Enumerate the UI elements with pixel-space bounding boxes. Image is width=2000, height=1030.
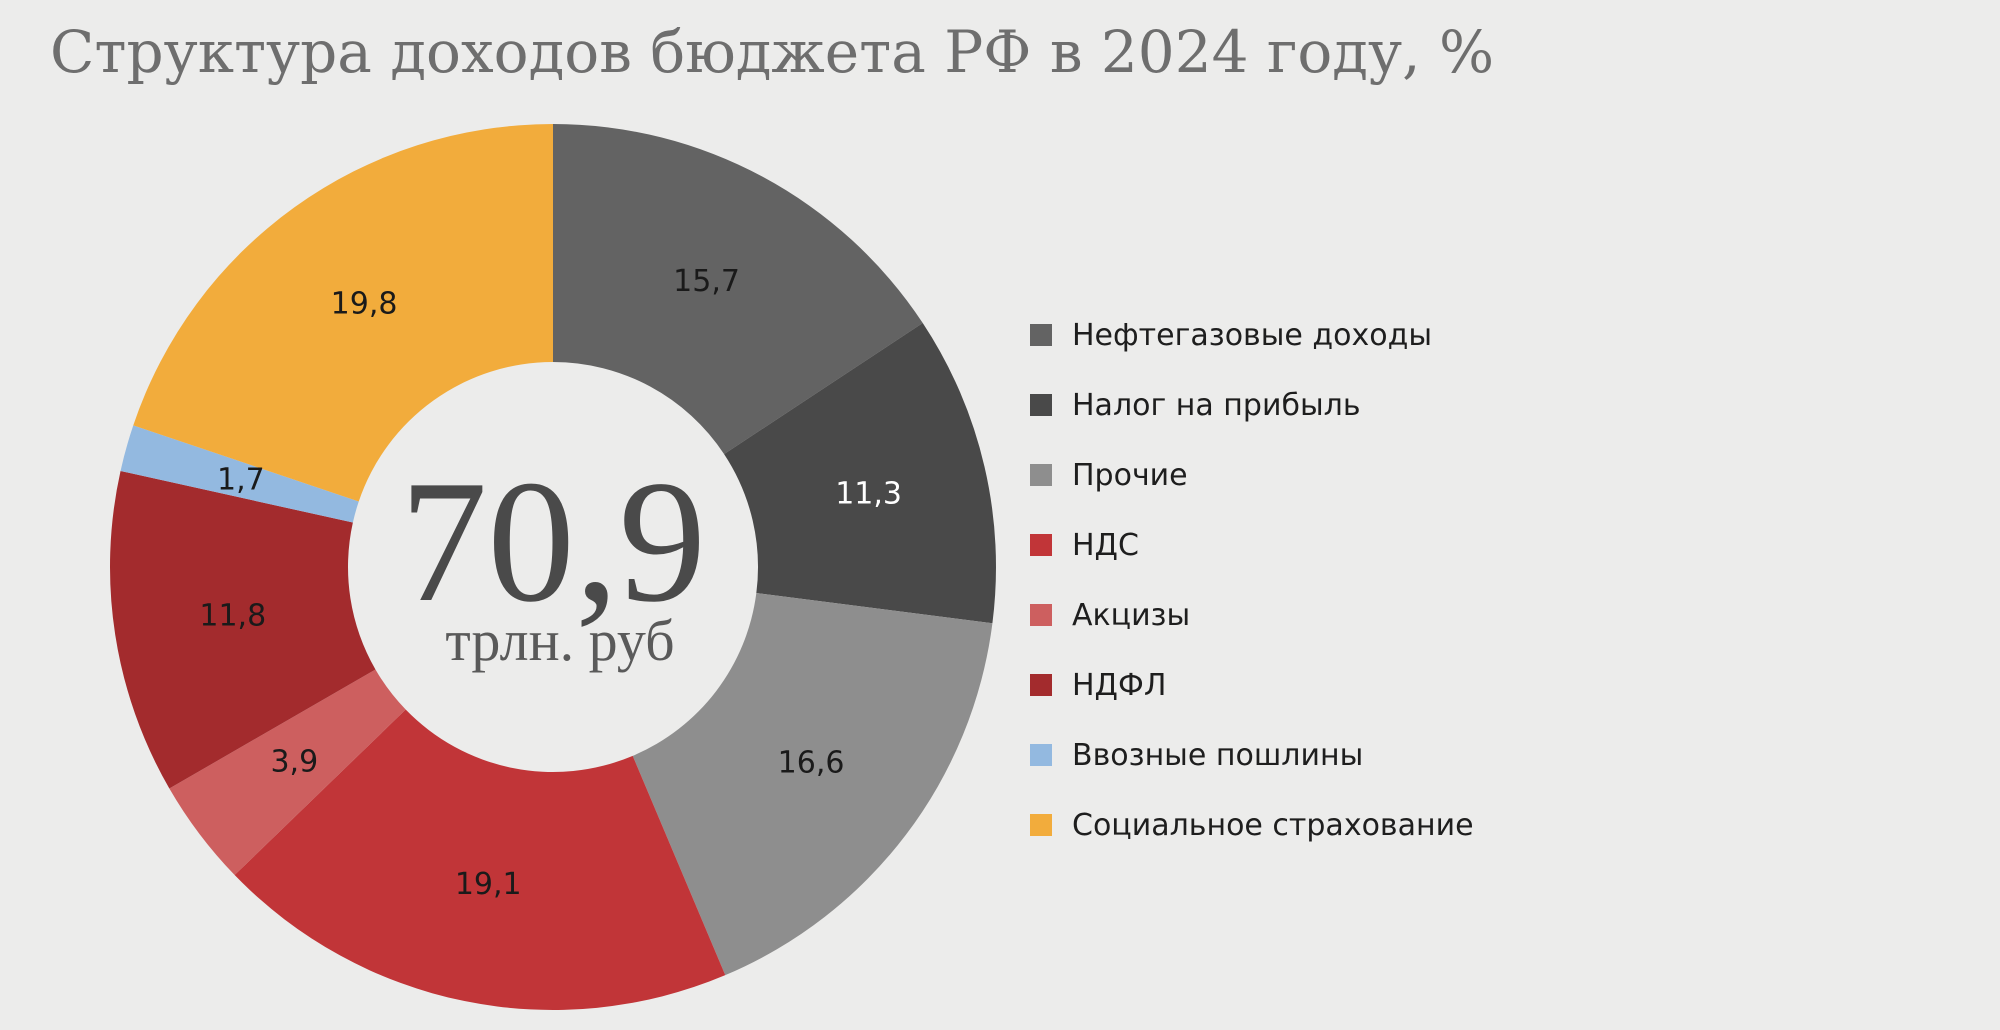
slice-label-6: 1,7 <box>217 462 265 497</box>
legend-swatch-1 <box>1030 394 1052 416</box>
legend-label-0: Нефтегазовые доходы <box>1072 317 1433 353</box>
legend-swatch-0 <box>1030 324 1052 346</box>
legend-swatch-6 <box>1030 744 1052 766</box>
legend-swatch-2 <box>1030 464 1052 486</box>
slice-6 <box>120 425 359 523</box>
legend-swatch-3 <box>1030 534 1052 556</box>
legend-label-7: Социальное страхование <box>1072 807 1474 843</box>
donut-slices <box>109 124 996 1010</box>
legend-label-1: Налог на прибыль <box>1072 387 1361 423</box>
slice-label-4: 3,9 <box>270 745 318 780</box>
legend-item-5: НДФЛ <box>1030 650 1474 720</box>
chart-legend: Нефтегазовые доходы Налог на прибыль Прочи… <box>1030 300 1474 860</box>
slice-label-1: 11,3 <box>835 476 902 511</box>
legend-label-2: Прочие <box>1072 457 1188 493</box>
legend-label-4: Акцизы <box>1072 597 1191 633</box>
legend-item-0: Нефтегазовые доходы <box>1030 300 1474 370</box>
slice-0 <box>553 124 923 455</box>
legend-label-6: Ввозные пошлины <box>1072 737 1364 773</box>
legend-item-1: Налог на прибыль <box>1030 370 1474 440</box>
legend-item-7: Социальное страхование <box>1030 790 1474 860</box>
legend-item-3: НДС <box>1030 510 1474 580</box>
slice-2 <box>632 593 993 976</box>
donut-slice-labels: 15,7 11,3 16,6 19,1 3,9 11,8 1,7 19,8 <box>199 264 902 902</box>
center-total-value: 70,9 <box>400 444 706 638</box>
legend-label-5: НДФЛ <box>1072 667 1167 703</box>
legend-label-3: НДС <box>1072 527 1139 563</box>
slice-4 <box>169 669 406 876</box>
donut-chart: 15,7 11,3 16,6 19,1 3,9 11,8 1,7 19,8 70,9 трлн… <box>109 124 996 1010</box>
slice-label-0: 15,7 <box>673 264 740 299</box>
slice-label-3: 19,1 <box>455 867 522 902</box>
legend-item-2: Прочие <box>1030 440 1474 510</box>
legend-swatch-7 <box>1030 814 1052 836</box>
slice-3 <box>234 709 726 1010</box>
legend-swatch-4 <box>1030 604 1052 626</box>
chart-title: Структура доходов бюджета РФ в 2024 году… <box>50 18 1495 86</box>
slice-1 <box>724 322 996 624</box>
slice-label-7: 19,8 <box>331 286 398 321</box>
legend-item-4: Акцизы <box>1030 580 1474 650</box>
slice-label-5: 11,8 <box>199 599 266 634</box>
slice-label-2: 16,6 <box>778 745 845 780</box>
slice-7 <box>133 124 553 502</box>
legend-item-6: Ввозные пошлины <box>1030 720 1474 790</box>
legend-swatch-5 <box>1030 674 1052 696</box>
center-total-unit: трлн. руб <box>445 608 674 673</box>
slice-5 <box>109 470 376 789</box>
